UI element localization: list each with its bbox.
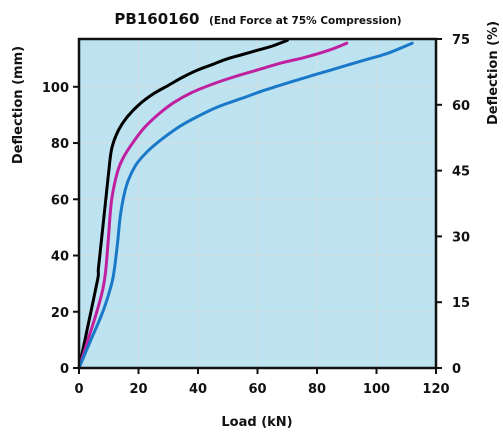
y2-axis-title: Deflection (%) [486, 21, 501, 125]
y2-tick-label: 30 [452, 230, 470, 245]
x-tick-label: 80 [308, 382, 326, 397]
chart-title: PB160160 (End Force at 75% Compression) [114, 9, 401, 28]
y2-tick-label: 15 [452, 296, 470, 311]
x-tick-label: 120 [422, 382, 449, 397]
y-axis-title: Deflection (mm) [11, 46, 26, 164]
y-tick-label: 100 [42, 81, 69, 96]
y2-tick-label: 45 [452, 165, 470, 180]
chart-subtitle: (End Force at 75% Compression) [209, 15, 402, 27]
chart-title-main: PB160160 [114, 10, 199, 28]
x-tick-label: 20 [129, 382, 147, 397]
y-tick-label: 60 [51, 193, 69, 208]
x-tick-label: 60 [248, 382, 266, 397]
x-tick-label: 100 [363, 382, 390, 397]
x-tick-label: 40 [189, 382, 207, 397]
y2-tick-label: 60 [452, 99, 470, 114]
y-tick-label: 20 [51, 306, 69, 321]
x-axis-title: Load (kN) [221, 415, 292, 430]
y-tick-label: 0 [60, 362, 69, 377]
y-tick-label: 40 [51, 250, 69, 265]
x-tick-label: 0 [74, 382, 83, 397]
y-tick-label: 80 [51, 137, 69, 152]
series-line-3 [77, 41, 414, 370]
series-line-2 [77, 41, 349, 370]
y2-tick-label: 75 [452, 33, 470, 48]
y2-tick-label: 0 [452, 362, 461, 377]
series-line-1 [77, 38, 289, 370]
series-layer [77, 38, 414, 370]
